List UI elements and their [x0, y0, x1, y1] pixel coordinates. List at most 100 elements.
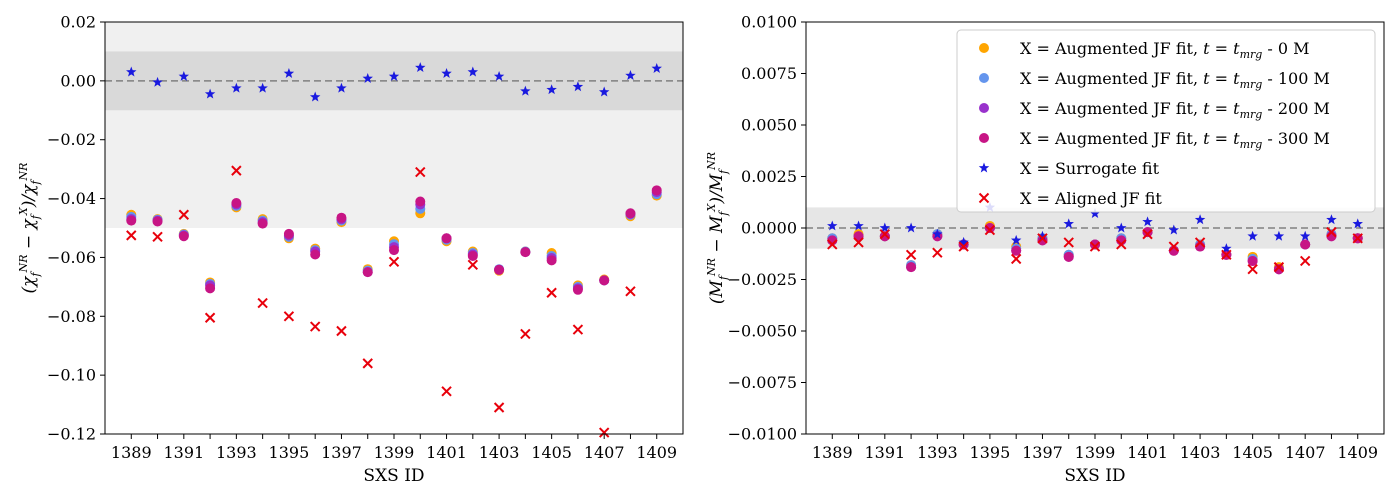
x-tick-label: 1401	[426, 443, 467, 462]
data-point	[126, 66, 137, 77]
right-x-axis: 1389 1391 1393 1395 1397 1399 1401 1403 1405 1407…	[812, 434, 1378, 462]
y-tick-label: 0.0075	[741, 64, 797, 83]
data-point	[1273, 230, 1285, 241]
data-point	[310, 249, 321, 260]
x-tick-label: 1391	[864, 443, 905, 462]
data-point	[1168, 241, 1180, 252]
series-4	[126, 62, 662, 102]
data-point	[932, 247, 943, 258]
data-point	[984, 224, 996, 236]
y-tick-label: −0.10	[47, 366, 96, 385]
legend-label: X = Augmented JF fit, t = tmrg - 300 M	[1020, 129, 1330, 151]
series-3	[126, 185, 662, 295]
data-point	[625, 208, 636, 219]
data-point	[1037, 230, 1048, 241]
legend-entries: X = Augmented JF fit, t = tmrg - 0 M X = …	[978, 39, 1330, 208]
data-point	[1063, 237, 1074, 248]
data-point	[853, 237, 864, 248]
data-point	[905, 222, 917, 233]
legend-label: X = Surrogate fit	[1020, 159, 1160, 178]
x-tick-label: 1407	[584, 443, 625, 462]
data-point	[1221, 243, 1232, 254]
y-tick-label: −0.12	[47, 425, 96, 444]
left-y-axis-label: (χfNR − χfX)/χfNR	[17, 163, 42, 294]
data-point	[362, 73, 373, 83]
data-point	[231, 165, 242, 176]
y-tick-label: −0.0025	[728, 270, 797, 289]
y-tick-label: 0.00	[60, 71, 96, 90]
data-point	[958, 236, 969, 247]
data-point	[1326, 226, 1337, 238]
x-tick-label: 1401	[1127, 443, 1168, 462]
data-point	[178, 70, 190, 81]
series-5	[827, 224, 1363, 275]
x-tick-label: 1403	[1180, 443, 1221, 462]
data-point	[388, 70, 400, 81]
data-point	[388, 256, 400, 268]
data-point	[231, 82, 242, 93]
left-x-axis-label: SXS ID	[363, 466, 424, 486]
series-5	[126, 165, 636, 438]
data-point	[1326, 214, 1337, 225]
data-point	[1299, 230, 1311, 241]
data-point	[520, 247, 531, 258]
x-tick-label: 1407	[1285, 443, 1326, 462]
data-point	[1116, 222, 1127, 233]
data-point	[362, 358, 373, 369]
x-tick-label: 1399	[1075, 443, 1116, 462]
data-point	[415, 62, 426, 73]
data-point	[494, 264, 505, 275]
data-point	[309, 91, 321, 102]
data-point	[1011, 245, 1022, 256]
x-tick-label: 1409	[636, 443, 677, 462]
left-chart: 0.02 0.00 −0.02 −0.04 −0.06 −0.08 −0.10 −0.12 1…	[17, 13, 684, 486]
data-point	[1142, 216, 1153, 227]
data-point	[336, 82, 347, 93]
legend-label: X = Augmented JF fit, t = tmrg - 0 M	[1020, 39, 1310, 61]
data-point	[204, 312, 216, 323]
data-point	[467, 66, 479, 77]
data-point	[1352, 218, 1363, 229]
data-point	[336, 212, 347, 223]
data-point	[152, 231, 163, 243]
data-point	[572, 81, 584, 92]
data-point	[572, 324, 584, 335]
data-point	[493, 402, 505, 413]
data-point	[1247, 263, 1258, 275]
data-point	[932, 228, 943, 239]
data-point	[283, 311, 295, 322]
data-point	[625, 286, 636, 297]
y-tick-label: 0.0100	[741, 13, 797, 32]
data-point	[205, 283, 216, 294]
data-point	[1142, 227, 1153, 238]
legend-label: X = Augmented JF fit, t = tmrg - 200 M	[1020, 99, 1330, 121]
data-point	[309, 321, 321, 332]
data-point	[827, 239, 838, 250]
data-point	[1273, 261, 1285, 273]
y-tick-label: −0.08	[47, 307, 96, 326]
data-point	[598, 86, 610, 97]
data-point	[520, 328, 531, 340]
y-tick-label: 0.02	[60, 13, 96, 32]
x-tick-label: 1389	[111, 443, 152, 462]
data-point	[1090, 239, 1100, 250]
left-x-axis: 1389 1391 1393 1395 1397 1399 1401 1403 1405 1407…	[111, 434, 677, 462]
data-point	[572, 284, 583, 295]
data-point	[283, 228, 294, 239]
y-tick-label: −0.06	[47, 248, 96, 267]
data-point	[415, 196, 426, 207]
data-point	[204, 88, 216, 99]
x-tick-label: 1389	[812, 443, 853, 462]
data-point	[546, 287, 557, 298]
data-point	[879, 228, 891, 240]
data-point	[178, 231, 189, 242]
data-point	[1063, 251, 1074, 262]
y-tick-label: 0.0025	[741, 167, 797, 186]
data-point	[598, 427, 610, 438]
left-y-axis: 0.02 0.00 −0.02 −0.04 −0.06 −0.08 −0.10 −0.12	[47, 13, 105, 444]
data-point	[1063, 218, 1074, 229]
data-point	[651, 63, 662, 73]
x-tick-label: 1397	[321, 443, 362, 462]
data-point	[1194, 214, 1206, 225]
y-tick-label: −0.0050	[728, 322, 797, 341]
